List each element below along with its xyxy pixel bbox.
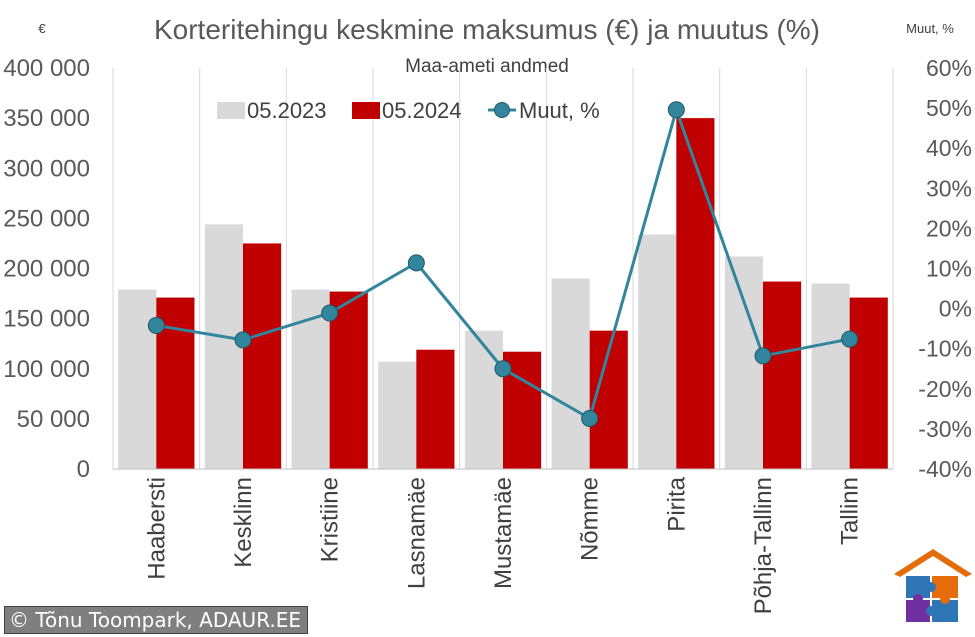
copyright-symbol: © bbox=[9, 608, 29, 632]
vertical-gridlines bbox=[112, 68, 894, 469]
chart-title: Korteritehingu keskmine maksumus (€) ja … bbox=[154, 14, 820, 45]
category-label: Tallinn bbox=[837, 477, 864, 545]
bar-2023 bbox=[551, 278, 590, 469]
category-label: Mustamäe bbox=[490, 477, 517, 589]
left-tick-label: 150 000 bbox=[3, 306, 90, 333]
bar-2024 bbox=[329, 291, 368, 469]
puzzle-knob-icon bbox=[940, 594, 950, 604]
left-tick-label: 300 000 bbox=[3, 155, 90, 182]
bars bbox=[118, 118, 888, 469]
change-point bbox=[841, 330, 859, 348]
left-axis-unit: € bbox=[38, 21, 46, 36]
left-tick-label: 350 000 bbox=[3, 105, 90, 132]
bar-2023 bbox=[204, 224, 243, 469]
left-tick-label: 0 bbox=[77, 456, 90, 483]
legend: 05.2023 05.2024 Muut, % bbox=[217, 98, 600, 123]
category-label: Põhja-Tallinn bbox=[750, 477, 777, 614]
right-tick-label: 50% bbox=[926, 95, 972, 121]
puzzle-house-logo bbox=[894, 549, 972, 622]
category-label: Kesklinn bbox=[230, 477, 257, 568]
left-axis-ticks: 0 50 000 100 000 150 000 200 000 250 000 300 0… bbox=[3, 55, 90, 483]
legend-label-2024: 05.2024 bbox=[382, 98, 462, 123]
right-tick-label: -30% bbox=[918, 416, 972, 442]
bar-2024 bbox=[849, 297, 888, 469]
category-label: Pirita bbox=[663, 476, 690, 531]
right-tick-label: -40% bbox=[918, 456, 972, 482]
change-point bbox=[494, 360, 512, 378]
puzzle-knob-icon bbox=[926, 582, 936, 592]
puzzle-knob-icon bbox=[913, 594, 923, 604]
left-tick-label: 400 000 bbox=[3, 55, 90, 82]
category-label: Kristiine bbox=[317, 477, 344, 562]
legend-marker bbox=[494, 102, 510, 118]
left-tick-label: 200 000 bbox=[3, 256, 90, 283]
legend-label-2023: 05.2023 bbox=[247, 98, 327, 123]
bar-2024 bbox=[676, 118, 715, 469]
right-tick-label: 20% bbox=[926, 215, 972, 241]
bar-2023 bbox=[724, 256, 763, 469]
change-point bbox=[321, 304, 339, 322]
chart-subtitle: Maa-ameti andmed bbox=[405, 56, 569, 77]
bar-2023 bbox=[811, 283, 850, 469]
left-tick-label: 50 000 bbox=[17, 406, 90, 433]
category-labels: Haabersti Kesklinn Kristiine Lasnamäe Mustam… bbox=[143, 476, 863, 614]
bar-2023 bbox=[378, 361, 417, 469]
bar-2024 bbox=[763, 281, 802, 469]
change-point bbox=[147, 316, 165, 334]
puzzle-piece-icon bbox=[932, 600, 958, 622]
copyright-credit: © Tõnu Toompark, ADAUR.EE bbox=[4, 606, 309, 634]
left-tick-label: 100 000 bbox=[3, 356, 90, 383]
right-axis-unit: Muut, % bbox=[906, 21, 954, 36]
change-point bbox=[581, 409, 599, 427]
bar-2023 bbox=[464, 330, 503, 469]
right-axis-ticks: -40% -30% -20% -10% 0% 10% 20% 30% 40% 50% 60% bbox=[918, 55, 972, 482]
right-tick-label: 10% bbox=[926, 256, 972, 282]
right-tick-label: 40% bbox=[926, 135, 972, 161]
house-roof-icon bbox=[894, 549, 972, 577]
change-point bbox=[754, 347, 772, 365]
right-tick-label: -10% bbox=[918, 336, 972, 362]
puzzle-piece-icon bbox=[932, 576, 958, 598]
right-tick-label: 30% bbox=[926, 175, 972, 201]
credit-text: Tõnu Toompark, ADAUR.EE bbox=[35, 608, 302, 632]
bar-2024 bbox=[416, 349, 455, 469]
change-point bbox=[667, 101, 685, 119]
puzzle-piece-icon bbox=[906, 576, 930, 598]
bar-2023 bbox=[118, 289, 157, 469]
right-tick-label: 0% bbox=[939, 296, 972, 322]
legend-swatch-2024 bbox=[352, 102, 380, 119]
category-label: Haabersti bbox=[143, 477, 170, 580]
category-label: Lasnamäe bbox=[403, 477, 430, 589]
change-point bbox=[234, 331, 252, 349]
left-tick-label: 250 000 bbox=[3, 205, 90, 232]
category-label: Nõmme bbox=[577, 477, 604, 561]
bar-2023 bbox=[638, 234, 677, 469]
right-tick-label: 60% bbox=[926, 55, 972, 81]
right-tick-label: -20% bbox=[918, 376, 972, 402]
change-line-series bbox=[147, 101, 859, 427]
change-point bbox=[407, 254, 425, 272]
legend-swatch-2023 bbox=[217, 102, 245, 119]
puzzle-piece-icon bbox=[906, 600, 930, 622]
puzzle-knob-icon bbox=[926, 606, 936, 616]
legend-label-change: Muut, % bbox=[519, 98, 600, 123]
bar-2024 bbox=[243, 243, 282, 469]
